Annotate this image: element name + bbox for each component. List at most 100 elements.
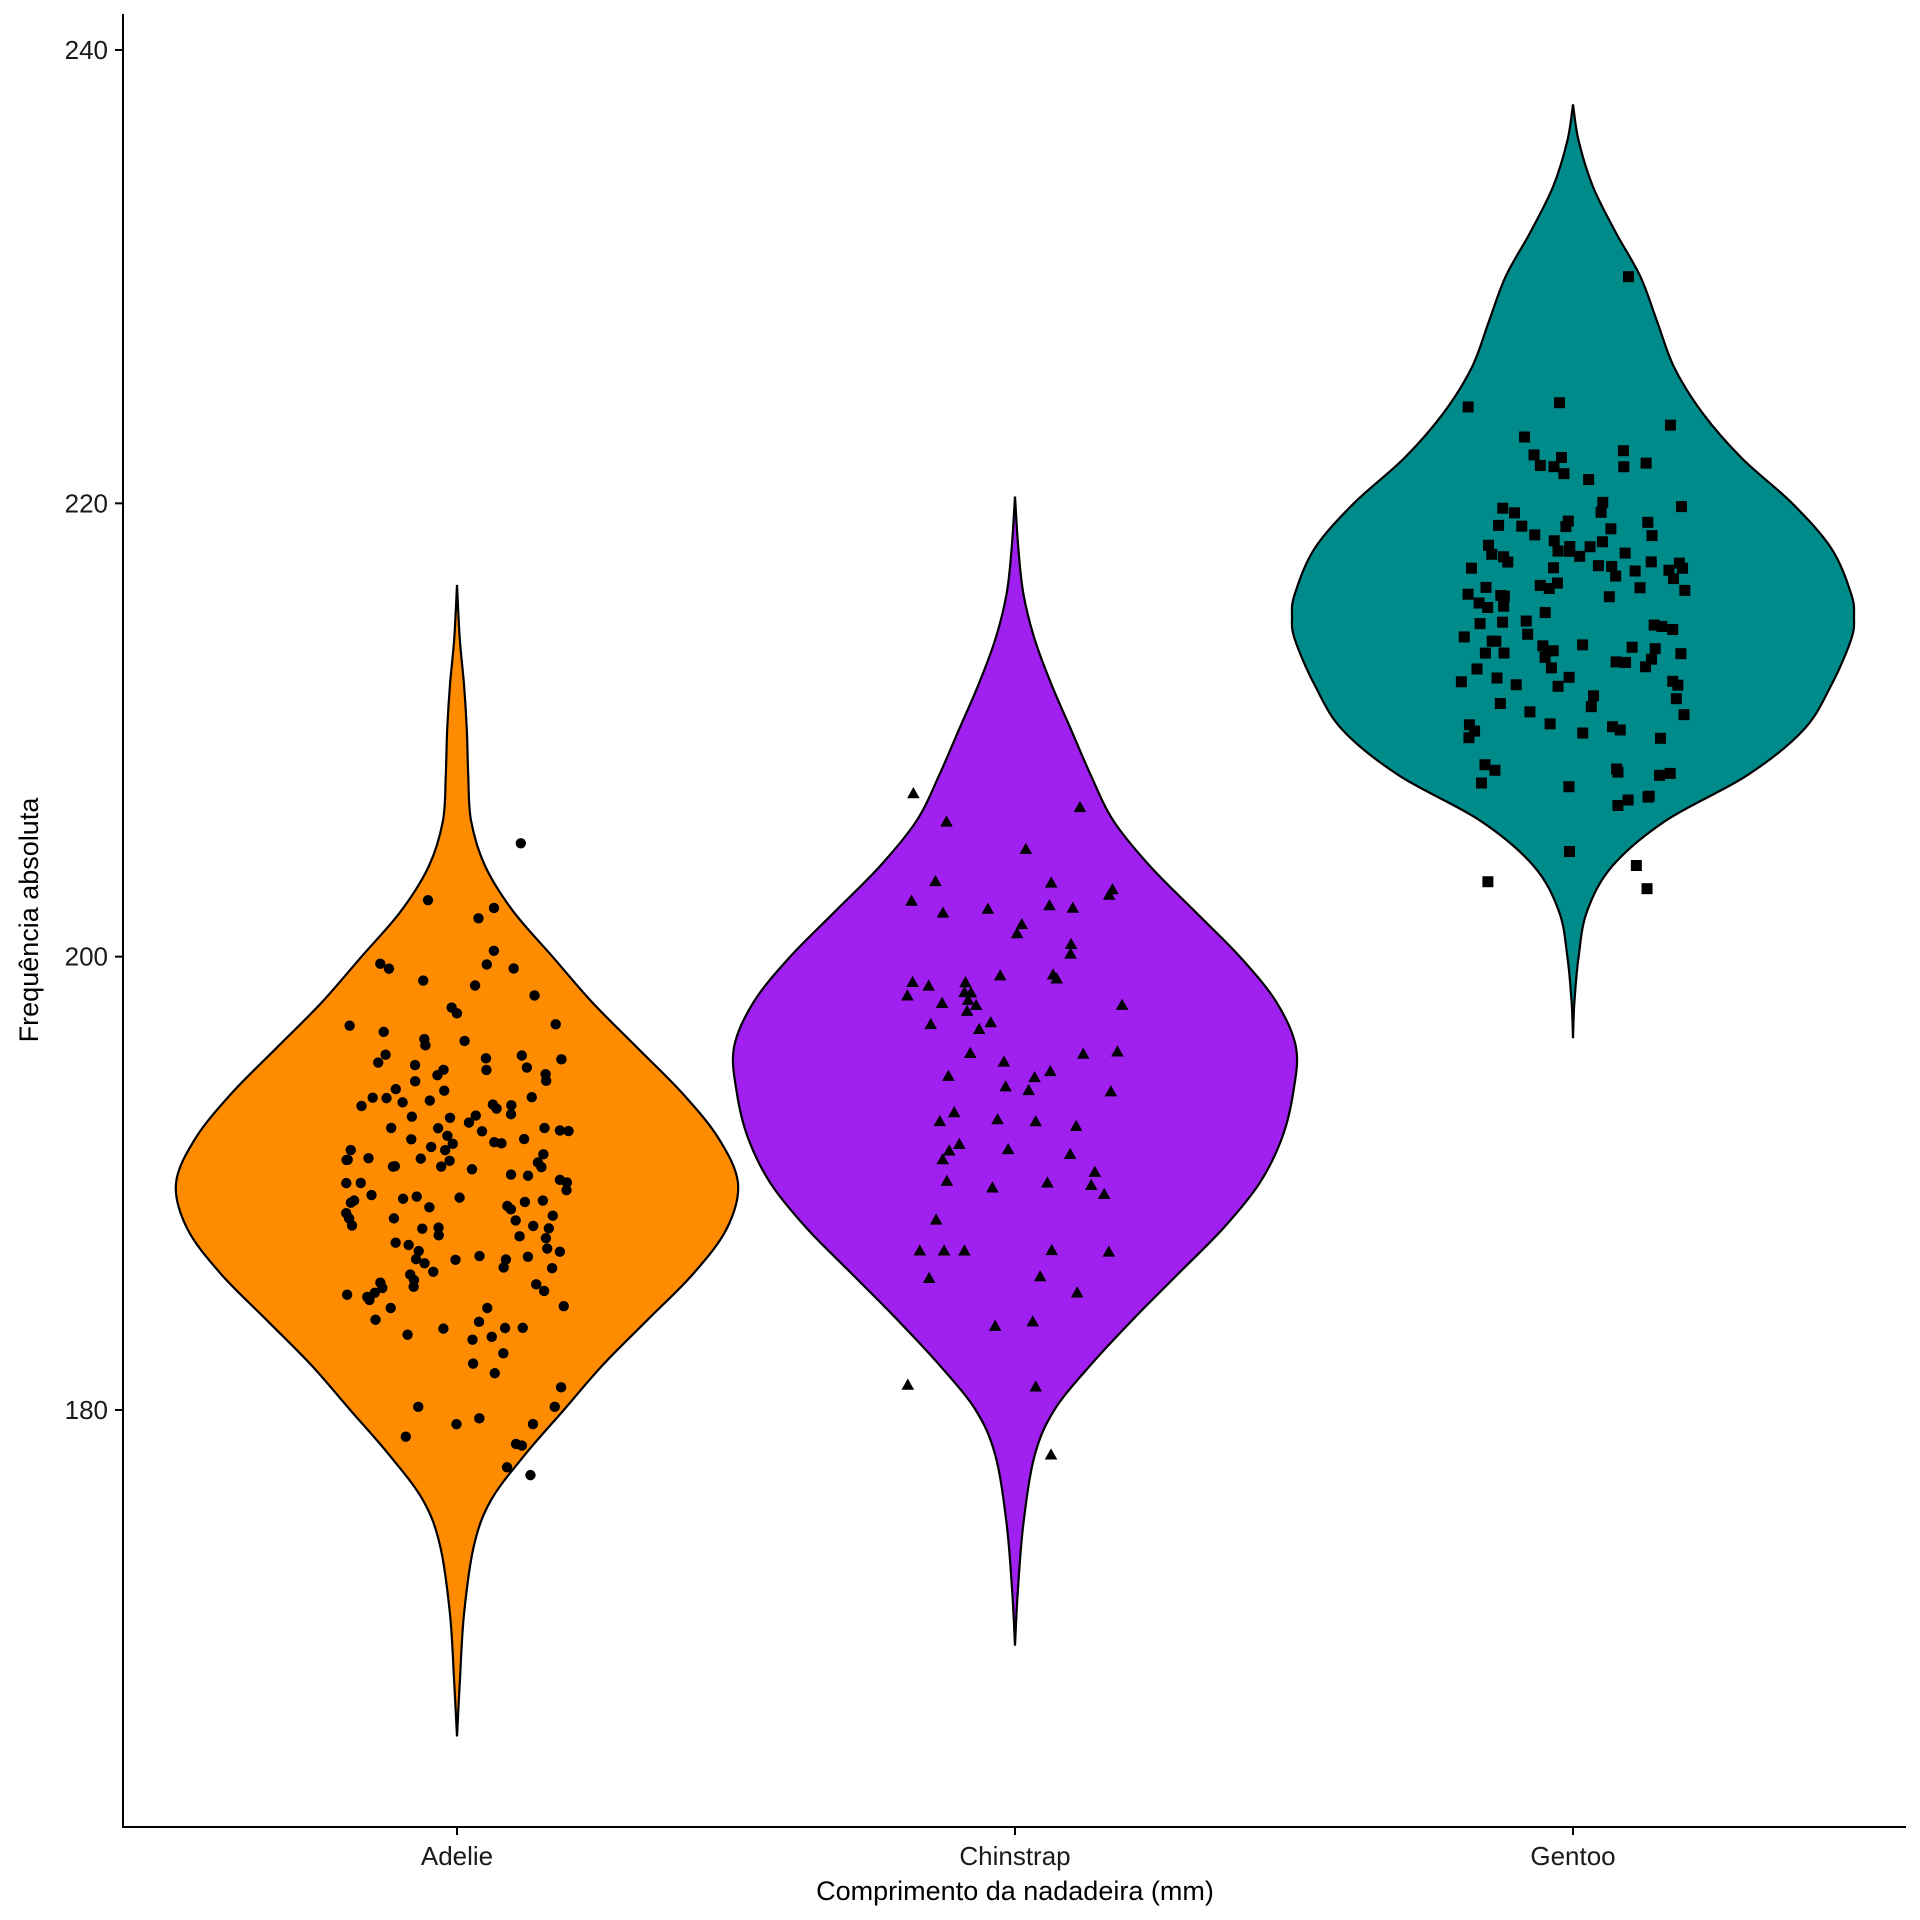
point-chinstrap xyxy=(947,1106,961,1118)
point-adelie xyxy=(538,1285,550,1297)
point-chinstrap xyxy=(1045,1243,1059,1256)
point-adelie xyxy=(519,1196,531,1208)
point-gentoo xyxy=(1610,570,1622,582)
point-adelie xyxy=(373,1057,384,1068)
point-chinstrap xyxy=(936,1153,949,1165)
point-adelie xyxy=(451,1008,463,1019)
point-adelie xyxy=(510,1438,522,1450)
point-adelie xyxy=(474,1413,485,1424)
point-gentoo xyxy=(1585,701,1597,713)
point-gentoo xyxy=(1529,529,1541,541)
point-adelie xyxy=(419,1033,430,1045)
point-gentoo xyxy=(1612,799,1624,811)
point-gentoo xyxy=(1642,516,1654,528)
point-gentoo xyxy=(1458,631,1470,643)
point-adelie xyxy=(526,1092,537,1103)
point-adelie xyxy=(454,1192,465,1203)
point-adelie xyxy=(537,1195,549,1206)
x-tick-label-gentoo: Gentoo xyxy=(1530,1841,1615,1871)
point-gentoo xyxy=(1475,777,1487,789)
point-chinstrap xyxy=(1115,998,1129,1010)
point-chinstrap xyxy=(991,1113,1004,1125)
point-chinstrap xyxy=(1050,972,1064,984)
point-adelie xyxy=(500,1254,512,1265)
point-adelie xyxy=(546,1262,558,1274)
point-adelie xyxy=(436,1161,447,1172)
y-axis-title: Frequência absoluta xyxy=(14,797,44,1043)
point-adelie xyxy=(501,1462,513,1473)
point-chinstrap xyxy=(993,969,1007,981)
point-adelie xyxy=(375,958,386,969)
point-gentoo xyxy=(1543,582,1555,594)
point-adelie xyxy=(439,1085,450,1096)
point-gentoo xyxy=(1524,706,1536,718)
point-gentoo xyxy=(1620,656,1632,668)
point-gentoo xyxy=(1482,876,1494,888)
point-gentoo xyxy=(1553,397,1565,409)
point-adelie xyxy=(481,959,492,970)
violin-adelie xyxy=(174,584,740,1737)
x-tick-label-adelie: Adelie xyxy=(421,1841,493,1871)
y-tick-label-240: 240 xyxy=(65,35,108,65)
point-chinstrap xyxy=(929,1213,943,1225)
point-chinstrap xyxy=(901,1378,915,1390)
point-adelie xyxy=(381,1092,392,1104)
point-gentoo xyxy=(1544,718,1556,730)
point-chinstrap xyxy=(924,1017,938,1030)
point-gentoo xyxy=(1462,588,1474,600)
point-gentoo xyxy=(1641,883,1653,895)
point-adelie xyxy=(355,1177,366,1189)
point-adelie xyxy=(467,1334,478,1345)
point-gentoo xyxy=(1509,507,1521,519)
point-gentoo xyxy=(1455,676,1467,688)
point-chinstrap xyxy=(963,1046,977,1059)
point-gentoo xyxy=(1678,709,1690,721)
point-adelie xyxy=(425,1141,437,1153)
point-adelie xyxy=(345,1144,356,1156)
x-axis-ticks: Adelie Chinstrap Gentoo xyxy=(421,1827,1616,1871)
point-chinstrap xyxy=(933,1114,947,1127)
point-adelie xyxy=(424,1095,436,1106)
point-chinstrap xyxy=(1073,800,1087,813)
point-chinstrap xyxy=(1088,1165,1102,1177)
point-gentoo xyxy=(1498,551,1510,563)
point-chinstrap xyxy=(1015,917,1029,930)
point-chinstrap xyxy=(1028,1070,1041,1083)
point-gentoo xyxy=(1664,767,1676,779)
point-gentoo xyxy=(1646,653,1658,665)
point-adelie xyxy=(409,1076,421,1087)
point-adelie xyxy=(522,1170,534,1181)
point-gentoo xyxy=(1564,541,1576,553)
point-gentoo xyxy=(1677,562,1689,574)
point-adelie xyxy=(473,1316,485,1328)
point-adelie xyxy=(413,1245,424,1257)
point-chinstrap xyxy=(958,1244,971,1256)
point-chinstrap xyxy=(937,1244,951,1256)
point-gentoo xyxy=(1655,732,1667,744)
point-gentoo xyxy=(1479,759,1491,771)
point-gentoo xyxy=(1562,515,1574,527)
point-gentoo xyxy=(1547,645,1559,657)
point-adelie xyxy=(515,838,527,849)
point-adelie xyxy=(432,1070,443,1081)
point-adelie xyxy=(428,1266,439,1278)
point-gentoo xyxy=(1605,523,1617,535)
point-adelie xyxy=(345,1197,357,1208)
point-adelie xyxy=(447,1138,458,1150)
point-adelie xyxy=(470,1110,481,1121)
point-gentoo xyxy=(1645,556,1657,568)
point-adelie xyxy=(549,1401,560,1413)
point-adelie xyxy=(433,1222,444,1233)
point-adelie xyxy=(505,1108,517,1120)
point-gentoo xyxy=(1619,547,1631,559)
point-adelie xyxy=(518,1133,530,1145)
point-adelie xyxy=(438,1323,449,1334)
point-adelie xyxy=(489,1367,500,1379)
point-adelie xyxy=(488,945,500,956)
point-adelie xyxy=(403,1239,414,1251)
point-adelie xyxy=(463,1117,475,1128)
point-adelie xyxy=(532,1157,544,1168)
point-adelie xyxy=(418,975,429,986)
point-adelie xyxy=(540,1068,551,1080)
point-chinstrap xyxy=(913,1244,927,1256)
